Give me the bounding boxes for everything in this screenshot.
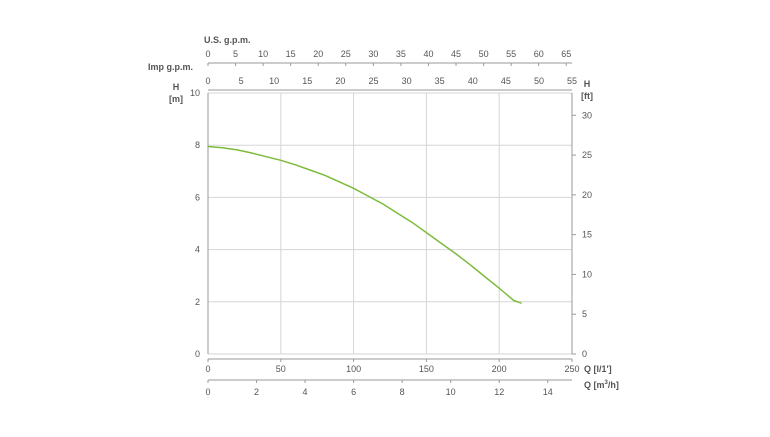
top-axis-tick-label-impgpm: 10 xyxy=(269,76,279,86)
top-axis-tick-label-impgpm: 25 xyxy=(368,76,378,86)
top-axis-tick-label-usgpm: 5 xyxy=(233,49,238,59)
top-axis-tick-label-usgpm: 15 xyxy=(286,49,296,59)
top-axis-tick-label-usgpm: 50 xyxy=(479,49,489,59)
bottom-axis-tick-label-m3h: 6 xyxy=(351,387,356,397)
left-axis-tick-label: 8 xyxy=(195,140,200,150)
top-axis-label-impgpm: Imp g.p.m. xyxy=(148,62,193,72)
right-axis-tick-label: 25 xyxy=(582,150,592,160)
top-axis-tick-label-usgpm: 45 xyxy=(451,49,461,59)
right-axis-tick-label: 10 xyxy=(582,269,592,279)
top-axis-tick-label-usgpm: 40 xyxy=(423,49,433,59)
left-axis-tick-label: 2 xyxy=(195,297,200,307)
bottom-axis-tick-label-litres: 50 xyxy=(276,364,286,374)
bottom-axis-tick-label-litres: 250 xyxy=(564,364,579,374)
bottom-axis-label-m3h: Q [m3/h] xyxy=(584,380,619,390)
left-axis-unit: [m] xyxy=(169,94,183,104)
right-axis-tick-label: 30 xyxy=(582,110,592,120)
bottom-axis-tick-label-m3h: 12 xyxy=(494,387,504,397)
bottom-axis-tick-label-m3h: 0 xyxy=(205,387,210,397)
top-axis-tick-label-usgpm: 65 xyxy=(561,49,571,59)
right-axis-tick-label: 20 xyxy=(582,190,592,200)
bottom-axis-tick-label-m3h: 8 xyxy=(400,387,405,397)
top-axis-tick-label-impgpm: 0 xyxy=(205,76,210,86)
left-axis-tick-label: 6 xyxy=(195,192,200,202)
bottom-axis-tick-label-m3h: 2 xyxy=(254,387,259,397)
pump-performance-curve xyxy=(207,145,522,304)
bottom-axis-tick-label-litres: 200 xyxy=(492,364,507,374)
top-axis-tick-label-usgpm: 60 xyxy=(534,49,544,59)
top-axis-label-usgpm: U.S. g.p.m. xyxy=(204,35,251,45)
right-axis-tick-label: 0 xyxy=(582,349,587,359)
right-axis-unit: [ft] xyxy=(581,91,593,101)
top-axis-tick-label-impgpm: 50 xyxy=(534,76,544,86)
right-axis-tick-label: 15 xyxy=(582,230,592,240)
bottom-axis-tick-label-litres: 150 xyxy=(419,364,434,374)
left-axis-tick-label: 4 xyxy=(195,245,200,255)
top-axis-tick-label-usgpm: 55 xyxy=(506,49,516,59)
top-axis-tick-label-impgpm: 40 xyxy=(468,76,478,86)
left-axis-label: H xyxy=(173,82,180,92)
bottom-axis-tick-label-litres: 100 xyxy=(346,364,361,374)
bottom-axis-tick-label-m3h: 14 xyxy=(543,387,553,397)
right-axis-label: H xyxy=(584,79,591,89)
top-axis-tick-label-usgpm: 30 xyxy=(368,49,378,59)
top-axis-tick-label-impgpm: 45 xyxy=(501,76,511,86)
top-axis-tick-label-usgpm: 20 xyxy=(313,49,323,59)
top-axis-tick-label-usgpm: 35 xyxy=(396,49,406,59)
top-axis-tick-label-impgpm: 15 xyxy=(302,76,312,86)
bottom-axis-label-litres: Q [l/1'] xyxy=(584,364,612,374)
right-axis-tick-label: 5 xyxy=(582,309,587,319)
top-axis-tick-label-usgpm: 25 xyxy=(341,49,351,59)
bottom-axis-tick-label-m3h: 10 xyxy=(446,387,456,397)
top-axis-tick-label-impgpm: 20 xyxy=(335,76,345,86)
top-axis-tick-label-impgpm: 5 xyxy=(239,76,244,86)
top-axis-tick-label-impgpm: 35 xyxy=(435,76,445,86)
bottom-axis-tick-label-m3h: 4 xyxy=(303,387,308,397)
top-axis-tick-label-usgpm: 0 xyxy=(205,49,210,59)
left-axis-tick-label: 0 xyxy=(195,349,200,359)
top-axis-tick-label-usgpm: 10 xyxy=(258,49,268,59)
bottom-axis-tick-label-litres: 0 xyxy=(205,364,210,374)
left-axis-tick-label: 10 xyxy=(190,88,200,98)
top-axis-tick-label-impgpm: 55 xyxy=(567,76,577,86)
top-axis-tick-label-impgpm: 30 xyxy=(402,76,412,86)
